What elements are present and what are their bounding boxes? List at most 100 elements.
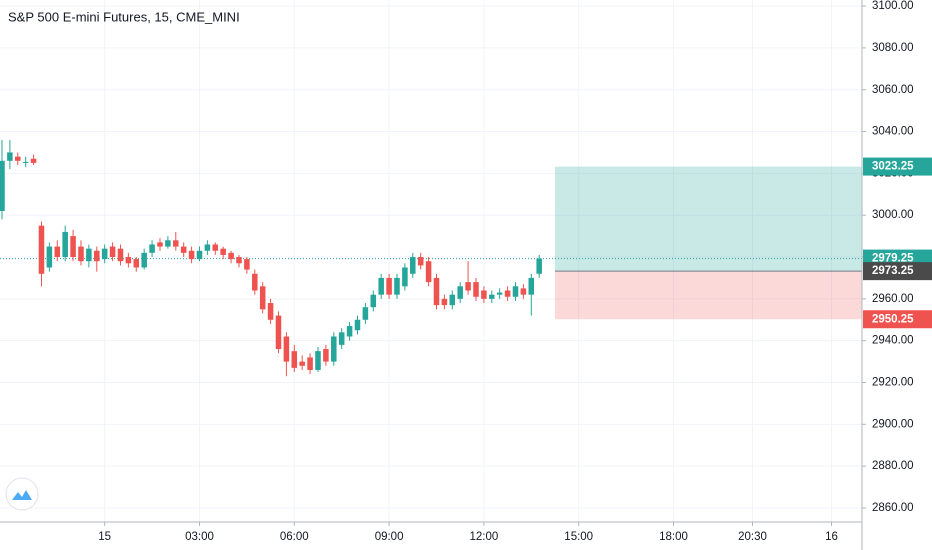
candle-body [259,286,266,310]
candle-body [473,282,479,297]
candle-body [212,244,219,251]
candle-body [101,248,108,260]
candle-body [386,277,392,295]
entry-label-bg [863,262,932,281]
candle-body [315,351,321,370]
candle-body [220,248,226,255]
candle-body [496,292,503,295]
candle-body [417,257,424,266]
candle-body [236,257,242,264]
y-tick-label: 2860.00 [872,502,914,514]
x-tick-label: 12:00 [470,531,499,543]
candle-body [457,286,463,299]
stop-label: 2950.25 [872,313,914,325]
y-tick-label: 2920.00 [872,377,914,389]
candle-body [54,246,61,258]
candle-body [196,250,203,260]
candle-body [433,277,440,306]
candle-body [86,248,92,262]
candle-body [188,250,195,260]
candle-body [520,288,527,295]
candle-body [378,277,384,295]
candle-body [204,244,211,251]
candle-body [410,257,416,274]
candle-body [362,307,369,320]
candle-body [38,225,45,274]
candle-body [157,242,163,247]
entry-label: 2973.25 [872,265,914,277]
target-label: 3023.25 [872,161,914,173]
candle-body [370,294,377,308]
target-zone [554,166,862,272]
candle-body [165,240,171,247]
candle-body [481,290,487,299]
x-tick-label: 09:00 [375,531,404,543]
candle-body [323,349,329,362]
candles [0,139,542,377]
candle-body [228,252,234,260]
candle-body [338,332,345,345]
y-tick-label: 3040.00 [872,126,914,138]
candle-body [141,252,147,268]
candle-body [402,267,408,287]
y-tick-label: 3060.00 [872,84,914,96]
candle-body [465,282,471,291]
candle-body [149,244,155,253]
target-label-bg [863,157,932,176]
candle-body [331,336,337,362]
candle-body [528,277,535,295]
candle-body [46,246,53,268]
candle-body [283,336,290,362]
candle-body [22,161,29,163]
stop-zone [554,271,862,320]
y-tick-label: 2900.00 [872,418,914,430]
candle-body [252,273,258,291]
candle-body [244,259,250,270]
candle-body [30,158,37,163]
candle-body [307,357,313,370]
y-tick-label: 2940.00 [872,335,914,347]
candle-body [346,326,353,337]
y-tick-label: 3100.00 [872,0,914,12]
candle-body [0,160,5,212]
x-tick-label: 16 [825,531,838,543]
candle-body [449,294,456,306]
candle-body [267,303,274,320]
candle-body [425,261,432,283]
axes: 2860.00 2880.00 2900.00 2920.00 2940.00 2960.… [98,0,932,543]
x-tick-label: 18:00 [659,531,688,543]
candle-body [94,250,100,262]
candle-body [275,315,282,350]
candle-body [7,152,13,161]
candle-body [512,286,519,297]
candle-body [109,246,116,258]
y-tick-label: 3000.00 [872,209,914,221]
candle-body [299,361,305,366]
x-tick-label: 15 [98,531,111,543]
candle-body [489,294,495,299]
x-tick-label: 20:30 [738,531,767,543]
chart-title: S&P 500 E-mini Futures, 15, CME_MINI [8,9,240,24]
stop-label-bg [863,310,932,329]
candle-body [536,258,542,274]
candle-body [78,246,84,262]
candle-body [180,246,187,253]
candle-body [354,319,361,331]
candle-body [504,290,511,297]
x-tick-label: 06:00 [280,531,309,543]
x-tick-label: 15:00 [564,531,593,543]
y-tick-label: 2880.00 [872,460,914,472]
candle-body [125,257,132,264]
y-tick-label: 3080.00 [872,42,914,54]
candle-body [291,351,298,368]
x-tick-label: 03:00 [185,531,214,543]
candle-body [117,248,124,262]
y-tick-label: 2960.00 [872,293,914,305]
candle-body [62,231,68,258]
candle-body [173,240,179,247]
candle-body [394,277,400,295]
logo [5,477,39,511]
position-zones [0,166,862,320]
